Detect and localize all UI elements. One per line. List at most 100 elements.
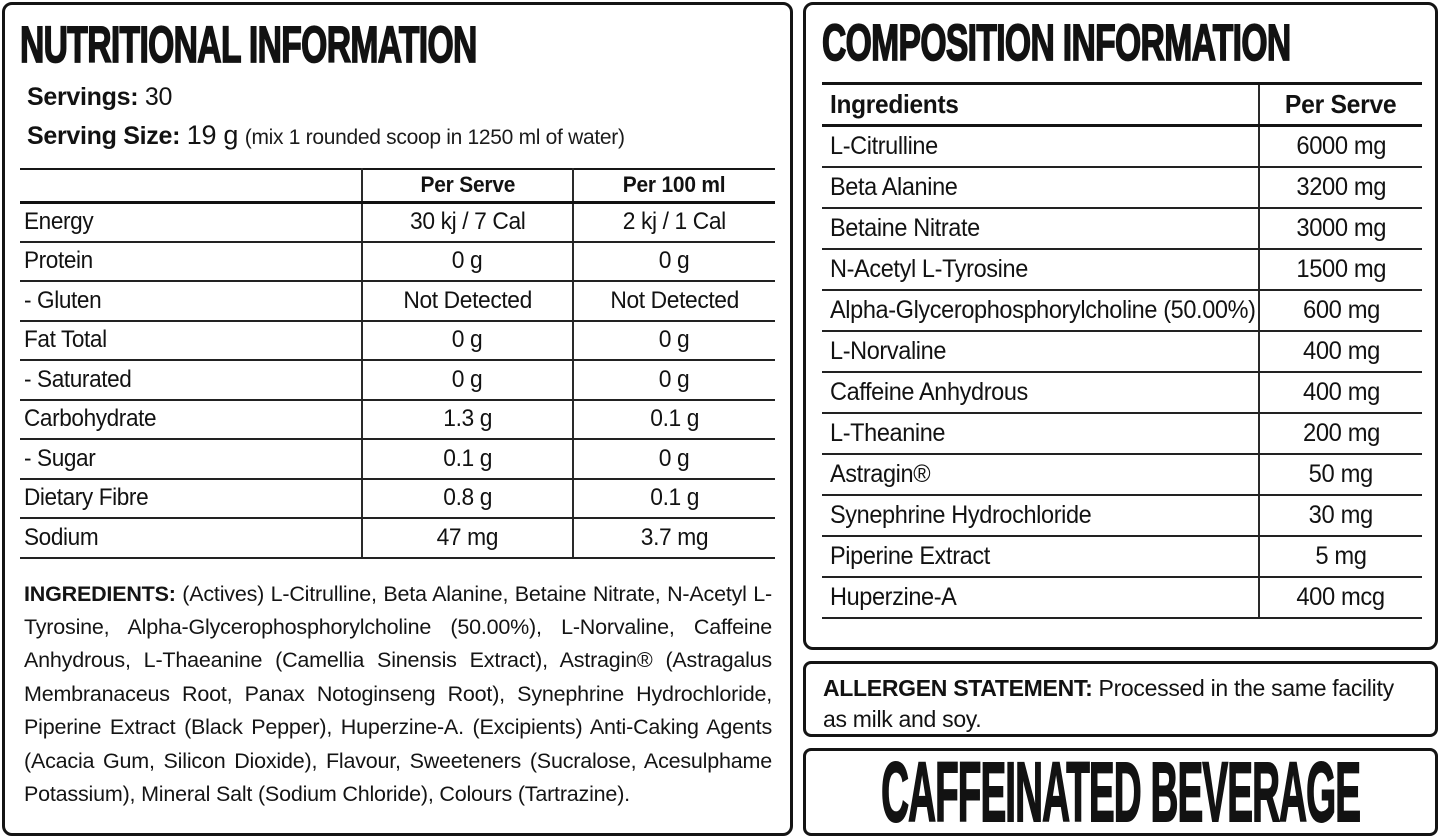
- composition-table-header: Ingredients Per Serve: [822, 83, 1422, 127]
- composition-table-row: Caffeine Anhydrous 400 mg: [822, 371, 1422, 414]
- nutrient-label: Energy: [20, 202, 362, 243]
- nutrition-table-row: Fat Total 0 g 0 g: [20, 320, 775, 361]
- nutrient-label: - Gluten: [20, 281, 362, 322]
- ingredient-amount: 30 mg: [1258, 494, 1422, 537]
- nutrition-table: Per Serve Per 100 ml Energy 30 kj / 7 Ca…: [20, 168, 775, 559]
- nutrition-table-row: - Gluten Not Detected Not Detected: [20, 281, 775, 322]
- servings-line: Servings: 30: [27, 83, 775, 111]
- ingredient-amount: 3200 mg: [1258, 166, 1422, 209]
- composition-table-row: Beta Alanine 3200 mg: [822, 166, 1422, 209]
- serving-size-value: 19 g: [186, 120, 239, 150]
- nutrient-per-100ml: 0 g: [572, 241, 775, 282]
- nutrition-table-row: Carbohydrate 1.3 g 0.1 g: [20, 399, 775, 440]
- nutrient-label: - Sugar: [20, 439, 362, 480]
- nutrition-table-row: Protein 0 g 0 g: [20, 241, 775, 282]
- nutrition-table-header: Per Serve Per 100 ml: [20, 169, 775, 204]
- ingredient-amount: 1500 mg: [1258, 248, 1422, 291]
- column-blank: [20, 169, 362, 204]
- ingredient-name: N-Acetyl L-Tyrosine: [822, 248, 1259, 291]
- serving-size-note: (mix 1 rounded scoop in 1250 ml of water…: [244, 126, 625, 149]
- nutrient-per-100ml: 3.7 mg: [572, 518, 775, 559]
- composition-information-panel: COMPOSITION INFORMATION Ingredients Per …: [803, 2, 1438, 650]
- servings-value: 30: [144, 83, 173, 111]
- nutrition-table-row: Energy 30 kj / 7 Cal 2 kj / 1 Cal: [20, 202, 775, 243]
- ingredient-name: Synephrine Hydrochloride: [822, 494, 1259, 537]
- ingredients-label: INGREDIENTS:: [24, 581, 176, 606]
- composition-table-row: N-Acetyl L-Tyrosine 1500 mg: [822, 248, 1422, 291]
- column-per-serve: Per Serve: [1258, 83, 1422, 127]
- nutrition-table-row: - Saturated 0 g 0 g: [20, 360, 775, 401]
- ingredient-amount: 600 mg: [1258, 289, 1422, 332]
- ingredients-text: (Actives) L-Citrulline, Beta Alanine, Be…: [24, 581, 772, 806]
- ingredient-name: Piperine Extract: [822, 535, 1259, 578]
- ingredient-name: L-Norvaline: [822, 330, 1259, 373]
- composition-table-row: Piperine Extract 5 mg: [822, 535, 1422, 578]
- nutrient-per-serve: 47 mg: [361, 518, 573, 559]
- nutrient-per-serve: 0 g: [361, 241, 573, 282]
- servings-label: Servings:: [27, 83, 139, 111]
- nutrient-per-serve: 1.3 g: [361, 399, 573, 440]
- column-per-100ml: Per 100 ml: [572, 169, 775, 204]
- nutrition-table-row: Sodium 47 mg 3.7 mg: [20, 518, 775, 559]
- ingredient-name: Betaine Nitrate: [822, 207, 1259, 250]
- ingredient-amount: 5 mg: [1258, 535, 1422, 578]
- allergen-statement: ALLERGEN STATEMENT: Processed in the sam…: [823, 673, 1418, 735]
- composition-table-row: Astragin® 50 mg: [822, 453, 1422, 496]
- allergen-text: Processed in the same facility as milk a…: [823, 675, 1394, 732]
- composition-table-row: L-Citrulline 6000 mg: [822, 125, 1422, 168]
- ingredient-name: Alpha-Glycerophosphorylcholine (50.00%): [822, 289, 1259, 332]
- ingredient-amount: 50 mg: [1258, 453, 1422, 496]
- composition-title: COMPOSITION INFORMATION: [821, 14, 1291, 71]
- composition-table-row: L-Theanine 200 mg: [822, 412, 1422, 455]
- nutrient-per-serve: Not Detected: [361, 281, 573, 322]
- caffeinated-beverage-title: CAFFEINATED BEVERAGE: [881, 745, 1362, 838]
- ingredient-amount: 200 mg: [1258, 412, 1422, 455]
- ingredient-amount: 3000 mg: [1258, 207, 1422, 250]
- ingredient-name: Caffeine Anhydrous: [822, 371, 1259, 414]
- nutrient-per-100ml: 0 g: [572, 320, 775, 361]
- composition-table: Ingredients Per Serve L-Citrulline 6000 …: [822, 82, 1422, 619]
- nutrient-per-serve: 30 kj / 7 Cal: [361, 202, 573, 243]
- nutrition-title: NUTRITIONAL INFORMATION: [19, 16, 477, 73]
- ingredient-name: Huperzine-A: [822, 576, 1259, 619]
- serving-size-line: Serving Size: 19 g (mix 1 rounded scoop …: [27, 120, 775, 153]
- ingredient-name: Astragin®: [822, 453, 1259, 496]
- ingredient-amount: 6000 mg: [1258, 125, 1422, 168]
- nutrient-per-100ml: 0.1 g: [572, 399, 775, 440]
- allergen-label: ALLERGEN STATEMENT:: [823, 675, 1093, 701]
- serving-size-label: Serving Size:: [27, 122, 181, 150]
- column-per-serve: Per Serve: [361, 169, 573, 204]
- nutrient-per-serve: 0.8 g: [361, 478, 573, 519]
- nutrient-label: Protein: [20, 241, 362, 282]
- caffeinated-beverage-panel: CAFFEINATED BEVERAGE: [803, 748, 1438, 836]
- nutrition-table-row: - Sugar 0.1 g 0 g: [20, 439, 775, 480]
- composition-table-row: Huperzine-A 400 mcg: [822, 576, 1422, 619]
- nutrient-per-100ml: 2 kj / 1 Cal: [572, 202, 775, 243]
- nutrient-per-serve: 0 g: [361, 320, 573, 361]
- nutrient-per-100ml: 0.1 g: [572, 478, 775, 519]
- nutrient-label: Sodium: [20, 518, 362, 559]
- right-column: COMPOSITION INFORMATION Ingredients Per …: [803, 2, 1438, 836]
- allergen-statement-panel: ALLERGEN STATEMENT: Processed in the sam…: [803, 661, 1438, 737]
- composition-table-row: Betaine Nitrate 3000 mg: [822, 207, 1422, 250]
- ingredient-amount: 400 mg: [1258, 371, 1422, 414]
- nutrient-per-100ml: 0 g: [572, 439, 775, 480]
- nutrient-label: Dietary Fibre: [20, 478, 362, 519]
- nutrient-per-serve: 0.1 g: [361, 439, 573, 480]
- ingredient-amount: 400 mg: [1258, 330, 1422, 373]
- nutrient-per-100ml: Not Detected: [572, 281, 775, 322]
- ingredient-amount: 400 mcg: [1258, 576, 1422, 619]
- nutrient-per-serve: 0 g: [361, 360, 573, 401]
- nutrient-label: Carbohydrate: [20, 399, 362, 440]
- composition-table-row: L-Norvaline 400 mg: [822, 330, 1422, 373]
- nutrient-per-100ml: 0 g: [572, 360, 775, 401]
- nutrient-label: Fat Total: [20, 320, 362, 361]
- nutrient-label: - Saturated: [20, 360, 362, 401]
- composition-table-row: Alpha-Glycerophosphorylcholine (50.00%) …: [822, 289, 1422, 332]
- composition-table-row: Synephrine Hydrochloride 30 mg: [822, 494, 1422, 537]
- nutrition-table-row: Dietary Fibre 0.8 g 0.1 g: [20, 478, 775, 519]
- ingredient-name: Beta Alanine: [822, 166, 1259, 209]
- ingredient-name: L-Theanine: [822, 412, 1259, 455]
- column-ingredients: Ingredients: [822, 83, 1259, 127]
